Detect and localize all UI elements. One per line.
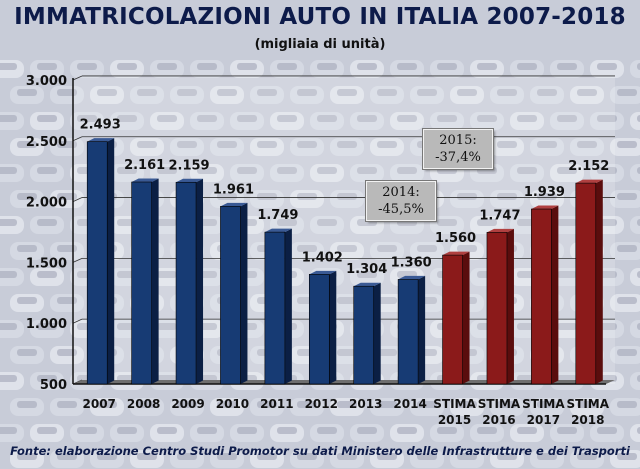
grid-line-diag — [72, 197, 83, 202]
x-tick-label: 2014 — [393, 397, 426, 411]
grid-line-diag — [72, 318, 83, 324]
bar-value-label: 2.161 — [124, 158, 165, 173]
bar-value-label: 1.304 — [346, 262, 387, 277]
x-tick-label: STIMA — [567, 397, 610, 411]
chart-title: IMMATRICOLAZIONI AUTO IN ITALIA 2007-201… — [14, 4, 626, 30]
y-tick-label: 500 — [40, 378, 67, 393]
bar — [397, 275, 426, 385]
callout-2015: 2015: -37,4% — [422, 128, 494, 170]
bar-value-label: 2.493 — [80, 118, 121, 133]
x-tick-label: 2009 — [171, 397, 204, 411]
bar-value-label: 2.152 — [568, 159, 609, 174]
callout-2014: 2014: -45,5% — [365, 180, 437, 222]
bar-value-label: 1.747 — [479, 208, 520, 223]
bar — [486, 228, 514, 385]
x-tick-label: 2013 — [349, 397, 382, 411]
bar-value-label: 1.939 — [524, 185, 565, 200]
bar — [353, 282, 381, 385]
x-tick-label: 2015 — [438, 413, 471, 427]
bar — [86, 138, 115, 385]
bar-value-label: 1.360 — [391, 255, 432, 270]
x-tick-label: 2007 — [83, 397, 116, 411]
y-tick-label: 1.000 — [26, 317, 67, 332]
bar — [575, 179, 603, 385]
callout-2014-year: 2014: — [382, 185, 420, 200]
y-tick-label: 2.500 — [26, 135, 67, 150]
bar-value-label: 1.749 — [257, 208, 298, 223]
x-tick-label: 2012 — [305, 397, 338, 411]
bar-value-label: 1.402 — [302, 250, 343, 265]
x-tick-label: 2008 — [127, 397, 160, 411]
x-tick-label: STIMA — [522, 397, 565, 411]
y-tick-label: 3.000 — [26, 74, 67, 89]
bar — [131, 178, 159, 385]
bar-value-label: 1.961 — [213, 182, 254, 197]
x-tick-label: 2016 — [482, 413, 515, 427]
bar — [308, 270, 337, 385]
y-tick-label: 1.500 — [26, 256, 67, 271]
bar — [220, 202, 248, 385]
bar — [175, 178, 204, 385]
bar-value-label: 2.159 — [168, 158, 209, 173]
grid-line-diag — [72, 136, 83, 142]
x-tick-label: 2010 — [216, 397, 249, 411]
grid-line-diag — [72, 257, 83, 263]
y-tick-label: 2.000 — [26, 196, 67, 211]
bar-value-label: 1.560 — [435, 231, 476, 246]
source-note: Fonte: elaborazione Centro Studi Promoto… — [10, 444, 630, 458]
callout-2014-change: -45,5% — [378, 202, 424, 217]
bar — [531, 205, 559, 385]
x-tick-label: 2017 — [527, 413, 560, 427]
x-tick-label: STIMA — [478, 397, 521, 411]
x-tick-label: 2018 — [571, 413, 604, 427]
x-tick-label: 2011 — [260, 397, 293, 411]
callout-2015-change: -37,4% — [435, 150, 481, 165]
bar — [264, 228, 292, 385]
grid-line-diag — [72, 75, 83, 81]
bar — [442, 251, 470, 385]
callout-2015-year: 2015: — [439, 133, 477, 148]
x-tick-label: STIMA — [433, 397, 476, 411]
chart-subtitle: (migliaia di unità) — [254, 37, 386, 52]
